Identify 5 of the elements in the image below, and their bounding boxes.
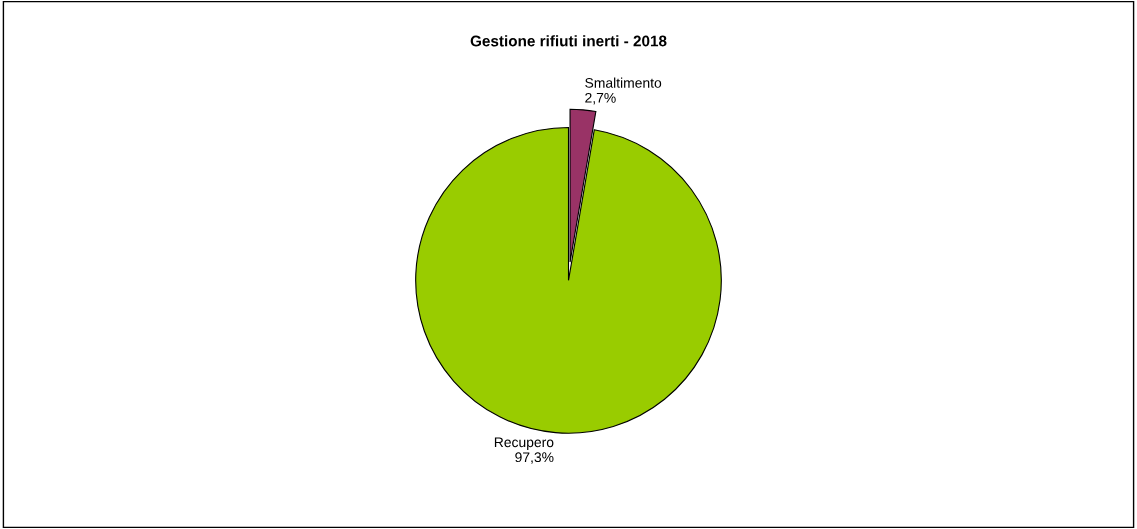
data-label: 2,7% xyxy=(585,92,616,105)
slice-label: Recupero xyxy=(494,437,554,450)
data-label: 97,3% xyxy=(515,452,554,464)
slice-label: Smaltimento xyxy=(585,77,662,88)
chart-title: Gestione rifiuti inerti - 2018 xyxy=(470,35,667,47)
